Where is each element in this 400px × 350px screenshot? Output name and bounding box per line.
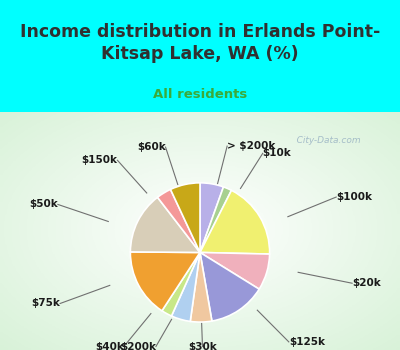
- Text: $20k: $20k: [352, 278, 381, 288]
- Text: $200k: $200k: [120, 342, 156, 350]
- Text: $40k: $40k: [95, 342, 124, 350]
- Wedge shape: [200, 187, 232, 252]
- Wedge shape: [172, 252, 200, 321]
- Wedge shape: [190, 252, 212, 322]
- Text: $100k: $100k: [336, 192, 372, 202]
- Wedge shape: [130, 197, 200, 252]
- Wedge shape: [200, 252, 270, 289]
- Text: $10k: $10k: [263, 148, 292, 158]
- Wedge shape: [162, 252, 200, 316]
- Text: $60k: $60k: [137, 142, 166, 152]
- Text: $125k: $125k: [289, 337, 325, 347]
- Wedge shape: [158, 189, 200, 252]
- Text: $30k: $30k: [188, 342, 217, 350]
- Text: All residents: All residents: [153, 88, 247, 101]
- Wedge shape: [200, 252, 259, 321]
- Wedge shape: [200, 190, 270, 254]
- Text: $75k: $75k: [31, 299, 60, 308]
- Text: $150k: $150k: [82, 155, 118, 165]
- Text: Income distribution in Erlands Point-
Kitsap Lake, WA (%): Income distribution in Erlands Point- Ki…: [20, 23, 380, 63]
- Wedge shape: [200, 183, 224, 252]
- Wedge shape: [130, 252, 200, 311]
- Text: City-Data.com: City-Data.com: [288, 136, 361, 145]
- Text: $50k: $50k: [29, 199, 58, 209]
- Wedge shape: [170, 183, 200, 252]
- Text: > $200k: > $200k: [227, 141, 276, 151]
